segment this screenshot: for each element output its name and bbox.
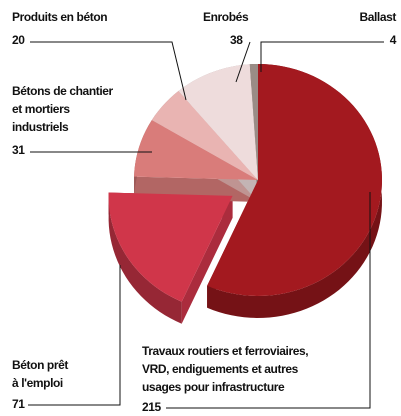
- value-label: 31: [12, 143, 25, 157]
- value-label: 215: [142, 400, 162, 414]
- label: usages pour infrastructure: [142, 380, 285, 394]
- slice-side: [108, 192, 182, 324]
- slice: [178, 64, 258, 180]
- leader-lines: [28, 41, 384, 409]
- value-label: 4: [390, 33, 397, 47]
- labels: Produits en béton 20 Enrobés 38 Ballast …: [12, 10, 397, 414]
- leader-line: [235, 41, 251, 83]
- label: et mortiers: [12, 102, 70, 116]
- leader-line: [260, 41, 384, 72]
- label: Béton prêt: [12, 358, 68, 372]
- label: à l'emploi: [12, 376, 63, 390]
- label: VRD, endiguements et autres: [142, 362, 299, 376]
- label: industriels: [12, 120, 69, 134]
- slice-side: [207, 64, 382, 318]
- pie: [108, 64, 382, 324]
- slice-tops: [108, 64, 382, 302]
- leader-line: [28, 265, 121, 406]
- label: Produits en béton: [12, 10, 107, 24]
- slice: [151, 91, 258, 180]
- value-label: 71: [12, 397, 25, 411]
- label: Enrobés: [203, 10, 249, 24]
- slice-wall: [181, 195, 233, 324]
- label: Travaux routiers et ferroviaires,: [142, 344, 308, 358]
- slice: [249, 64, 258, 180]
- value-label: 38: [230, 33, 243, 47]
- slice: [207, 64, 382, 296]
- label: Ballast: [359, 10, 396, 24]
- slice: [108, 192, 233, 302]
- leader-line: [166, 192, 371, 409]
- slice: [134, 120, 258, 180]
- value-label: 20: [12, 33, 25, 47]
- leader-line: [30, 41, 187, 101]
- label: Bétons de chantier: [12, 84, 114, 98]
